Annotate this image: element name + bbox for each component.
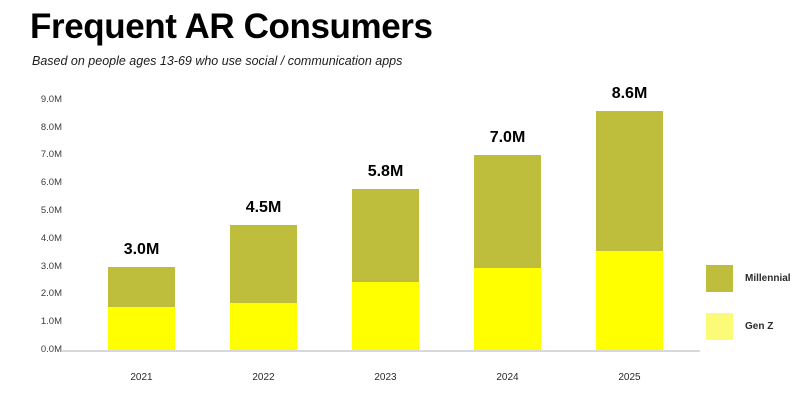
bar-group: 7.0M <box>474 129 541 350</box>
stacked-bar[interactable] <box>596 110 663 350</box>
legend-label: Gen Z <box>745 320 774 332</box>
stacked-bar[interactable] <box>352 188 419 350</box>
bar-segment-millennial[interactable] <box>474 155 541 268</box>
y-axis-tick-label: 6.0M <box>40 177 62 189</box>
y-axis-tick-label: 3.0M <box>40 260 62 272</box>
bar-segment-millennial[interactable] <box>596 110 663 252</box>
y-axis-tick-label: 1.0M <box>40 316 62 328</box>
chart-title: Frequent AR Consumers <box>30 7 433 46</box>
y-axis-tick-label: 2.0M <box>40 288 62 300</box>
y-axis: 9.0M 8.0M 7.0M 6.0M 5.0M 4.0M 3.0M 2.0M 1.0M 0.0M <box>18 92 62 358</box>
x-axis-tick-label: 2021 <box>130 372 153 383</box>
legend-item-millennial[interactable]: Millennial <box>706 263 791 293</box>
y-axis-tick-label: 0.0M <box>40 344 62 355</box>
bar-segment-genz[interactable] <box>474 268 541 350</box>
x-axis-tick-label: 2025 <box>618 372 641 383</box>
bar-total-label: 5.8M <box>367 162 404 180</box>
chart-legend: Millennial Gen Z <box>706 263 791 359</box>
bar-group: 8.6M <box>596 85 663 350</box>
legend-swatch-icon <box>706 264 733 292</box>
y-axis-tick-label: 5.0M <box>40 205 62 216</box>
bar-total-label: 8.6M <box>611 84 648 102</box>
legend-label: Millennial <box>745 272 791 284</box>
bar-segment-genz[interactable] <box>352 281 419 350</box>
legend-swatch-icon <box>706 312 733 340</box>
y-axis-tick-label: 7.0M <box>40 149 62 161</box>
bar-total-label: 3.0M <box>123 240 160 258</box>
bar-total-label: 7.0M <box>489 129 526 147</box>
y-axis-tick-label: 8.0M <box>40 121 62 133</box>
stacked-bar[interactable] <box>108 266 175 350</box>
bar-group: 3.0M <box>108 241 175 350</box>
bar-segment-genz[interactable] <box>596 251 663 350</box>
bar-segment-genz[interactable] <box>108 306 175 350</box>
bar-total-label: 4.5M <box>245 198 282 216</box>
bar-segment-millennial[interactable] <box>230 224 297 303</box>
bar-segment-millennial[interactable] <box>108 266 175 307</box>
bar-segment-millennial[interactable] <box>352 188 419 282</box>
stacked-bar[interactable] <box>474 155 541 350</box>
legend-item-gen-z[interactable]: Gen Z <box>706 311 791 341</box>
chart-subtitle: Based on people ages 13-69 who use socia… <box>32 54 403 68</box>
x-axis-line <box>62 350 700 352</box>
stacked-bar[interactable] <box>230 224 297 350</box>
bar-group: 5.8M <box>352 163 419 350</box>
x-axis-tick-label: 2024 <box>496 372 519 383</box>
bar-segment-genz[interactable] <box>230 302 297 350</box>
x-axis-tick-label: 2023 <box>374 372 397 383</box>
x-axis-tick-label: 2022 <box>252 372 275 383</box>
bar-group: 4.5M <box>230 199 297 350</box>
y-axis-tick-label: 9.0M <box>40 93 62 105</box>
y-axis-tick-label: 4.0M <box>40 232 62 244</box>
